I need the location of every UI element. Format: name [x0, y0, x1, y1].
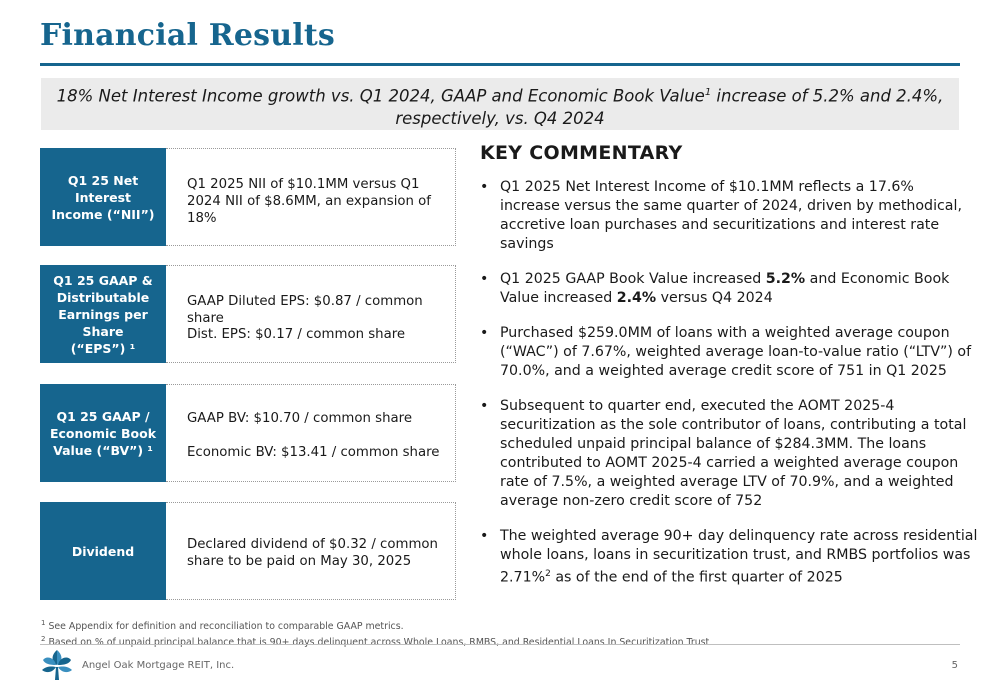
dividend-text: Declared dividend of $0.32 / common shar…	[187, 537, 438, 569]
metric-label-line: Value (“BV”) ¹	[53, 442, 153, 458]
bullet-text: Purchased $259.0MM of loans with a weigh…	[500, 325, 972, 379]
metric-eps: Q1 25 GAAP & Distributable Earnings per Sh…	[40, 265, 456, 363]
metric-label-line: Dividend	[71, 543, 135, 559]
footnote-1: 1 See Appendix for definition and reconc…	[41, 617, 709, 633]
banner-line-1: 18% Net Interest Income growth vs. Q1 20…	[41, 82, 959, 108]
footnote-text: Based on % of unpaid principal balance t…	[45, 637, 710, 649]
list-item: • Q1 2025 Net Interest Income of $10.1MM …	[478, 178, 978, 254]
metric-label-line: Income (“NII”)	[51, 206, 155, 222]
footnote-text: See Appendix for definition and reconcil…	[45, 621, 404, 633]
metric-dividend-body: Declared dividend of $0.32 / common shar…	[166, 502, 456, 600]
bullet-text: as of the end of the first quarter of 20…	[550, 569, 843, 586]
commentary-list: • Q1 2025 Net Interest Income of $10.1MM …	[478, 178, 978, 604]
bullet-text: versus Q4 2024	[656, 290, 773, 306]
metric-label-line: Q1 25 GAAP /	[56, 408, 150, 424]
metric-label-line: Distributable	[56, 289, 150, 305]
bullet-text: Subsequent to quarter end, executed the …	[500, 398, 967, 509]
bullet-text: The weighted average 90+ day delinquency…	[500, 528, 978, 586]
metric-dividend: Dividend Declared dividend of $0.32 / co…	[40, 502, 456, 600]
footnote-mark: 2	[545, 569, 551, 579]
list-item: • Purchased $259.0MM of loans with a weig…	[478, 324, 978, 381]
bullet-icon: •	[480, 398, 489, 414]
bullet-icon: •	[480, 271, 489, 287]
metric-label-line: Earnings per Share	[58, 306, 148, 339]
metric-label-line: (“EPS”) ¹	[70, 340, 136, 356]
metric-dividend-label: Dividend	[40, 502, 166, 600]
economic-bv-text: Economic BV: $13.41 / common share	[187, 445, 440, 460]
metric-nii-label: Q1 25 Net Interest Income (“NII”)	[40, 148, 166, 246]
banner-line-2: respectively, vs. Q4 2024	[395, 108, 605, 128]
headline-banner: 18% Net Interest Income growth vs. Q1 20…	[41, 78, 959, 130]
bullet-text: and Economic Book Value increased	[500, 271, 950, 306]
metric-label-line: Q1 25 Net Interest	[67, 172, 139, 205]
metric-nii: Q1 25 Net Interest Income (“NII”) Q1 2025…	[40, 148, 456, 246]
gaap-bv-increase: 5.2%	[765, 271, 806, 287]
dist-eps-text: Dist. EPS: $0.17 / common share	[187, 327, 406, 342]
metric-eps-label: Q1 25 GAAP & Distributable Earnings per Sh…	[40, 265, 166, 363]
page-title: Financial Results	[40, 18, 335, 53]
key-commentary-heading: KEY COMMENTARY	[480, 142, 683, 164]
bullet-text: Q1 2025 GAAP Book Value increased	[500, 271, 766, 287]
banner-line-1-end: increase of 5.2% and 2.4%,	[711, 86, 944, 106]
gaap-eps-text: GAAP Diluted EPS: $0.87 / common share	[187, 294, 423, 326]
footnote-mark: 2	[41, 635, 46, 644]
gaap-bv-text: GAAP BV: $10.70 / common share	[187, 411, 413, 426]
economic-bv-increase: 2.4%	[616, 290, 657, 306]
list-item: • Q1 2025 GAAP Book Value increased 5.2% …	[478, 270, 978, 308]
title-divider	[40, 63, 960, 66]
metric-bv: Q1 25 GAAP / Economic Book Value (“BV”) ¹ …	[40, 384, 456, 482]
page-number: 5	[951, 660, 958, 671]
bullet-icon: •	[480, 325, 489, 341]
company-name: Angel Oak Mortgage REIT, Inc.	[82, 660, 235, 671]
metric-label-line: Q1 25 GAAP &	[53, 272, 153, 288]
metric-bv-label: Q1 25 GAAP / Economic Book Value (“BV”) ¹	[40, 384, 166, 482]
metric-nii-body: Q1 2025 NII of $10.1MM versus Q1 2024 NI…	[166, 148, 456, 246]
footnote-mark: 1	[41, 619, 46, 627]
footnote-2: 2 Based on % of unpaid principal balance…	[41, 633, 709, 649]
footer-divider	[40, 644, 960, 645]
list-item: • The weighted average 90+ day delinquenc…	[478, 527, 978, 588]
banner-footnote-mark: 1	[704, 87, 712, 98]
footnotes: 1 See Appendix for definition and reconc…	[41, 617, 709, 649]
bullet-icon: •	[480, 528, 489, 544]
metric-nii-text: Q1 2025 NII of $10.1MM versus Q1 2024 NI…	[187, 177, 431, 226]
bullet-text: Q1 2025 Net Interest Income of $10.1MM r…	[500, 179, 962, 252]
banner-line-1-text: 18% Net Interest Income growth vs. Q1 20…	[56, 86, 705, 106]
bullet-icon: •	[480, 179, 489, 195]
angel-oak-logo-icon	[42, 650, 72, 680]
metric-eps-body: GAAP Diluted EPS: $0.87 / common share D…	[166, 265, 456, 363]
list-item: • Subsequent to quarter end, executed the…	[478, 397, 978, 511]
metric-label-line: Economic Book	[49, 425, 157, 441]
metric-bv-body: GAAP BV: $10.70 / common share Economic …	[166, 384, 456, 482]
